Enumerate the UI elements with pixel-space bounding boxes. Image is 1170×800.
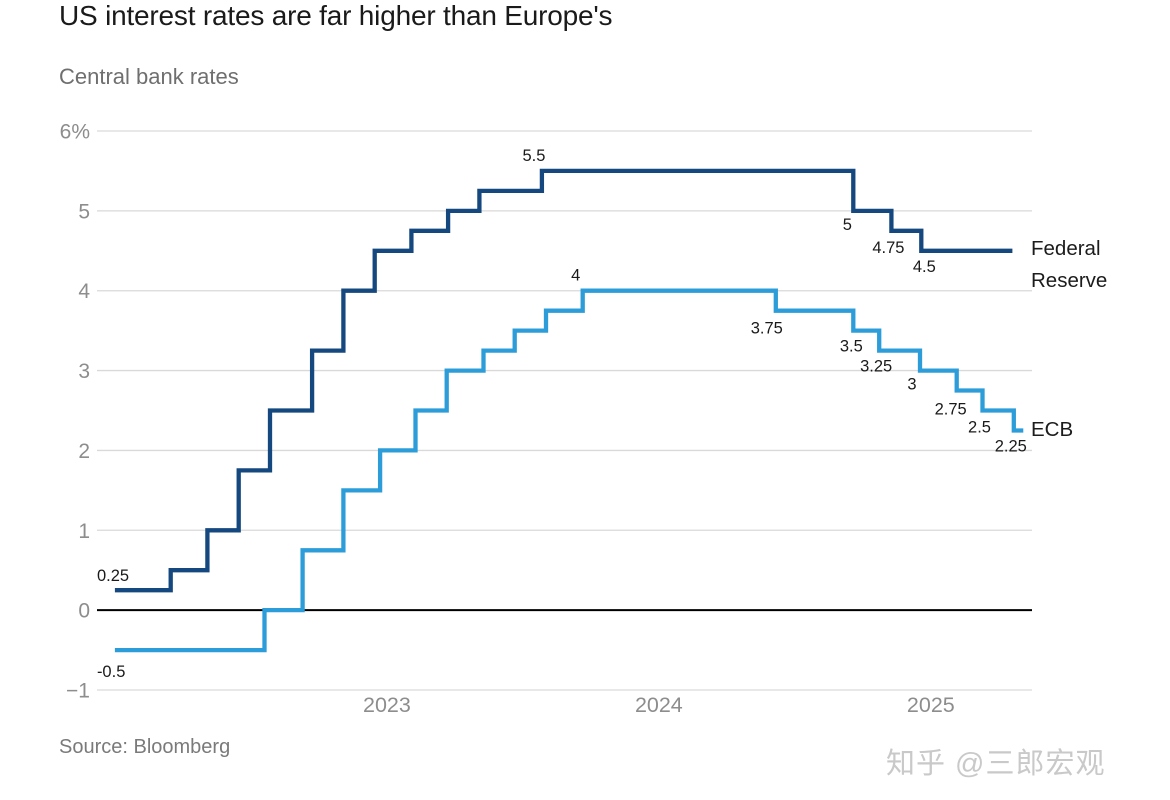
value-label: 4.75 <box>872 239 904 257</box>
y-tick-label: 1 <box>78 520 90 543</box>
value-label: 3.75 <box>751 320 783 338</box>
value-label: 5 <box>843 216 852 234</box>
ecb-line <box>114 288 1024 653</box>
series-label-federal-reserve: Federal Reserve <box>1031 237 1108 292</box>
value-label: -0.5 <box>97 663 125 681</box>
watermark: 知乎 @三郎宏观 <box>886 748 1106 780</box>
value-label: 2.25 <box>995 437 1027 455</box>
x-tick-label: 2025 <box>907 693 955 717</box>
y-tick-label: 0 <box>78 600 90 623</box>
chart-subtitle: Central bank rates <box>59 64 239 89</box>
value-label: 4.5 <box>913 258 936 276</box>
value-label: 3 <box>907 376 916 394</box>
value-label: 4 <box>571 267 580 285</box>
x-tick-label: 2023 <box>363 693 411 717</box>
y-tick-label: 4 <box>78 280 90 303</box>
y-tick-label: 6% <box>60 121 90 144</box>
value-label: 0.25 <box>97 567 129 585</box>
x-tick-label: 2024 <box>635 693 683 717</box>
value-label: 2.75 <box>935 401 967 419</box>
chart-title: US interest rates are far higher than Eu… <box>59 0 613 31</box>
federal-reserve-line <box>114 168 1013 593</box>
source-note: Source: Bloomberg <box>59 736 231 758</box>
value-label: 3.25 <box>860 358 892 376</box>
series-label-ecb: ECB <box>1031 418 1074 441</box>
y-tick-label: −1 <box>66 680 90 703</box>
y-tick-label: 2 <box>78 440 90 463</box>
value-label: 2.5 <box>968 419 991 437</box>
y-tick-label: 3 <box>78 360 90 383</box>
y-tick-label: 5 <box>78 200 90 223</box>
value-label: 5.5 <box>522 147 545 165</box>
value-label: 3.5 <box>840 338 863 356</box>
